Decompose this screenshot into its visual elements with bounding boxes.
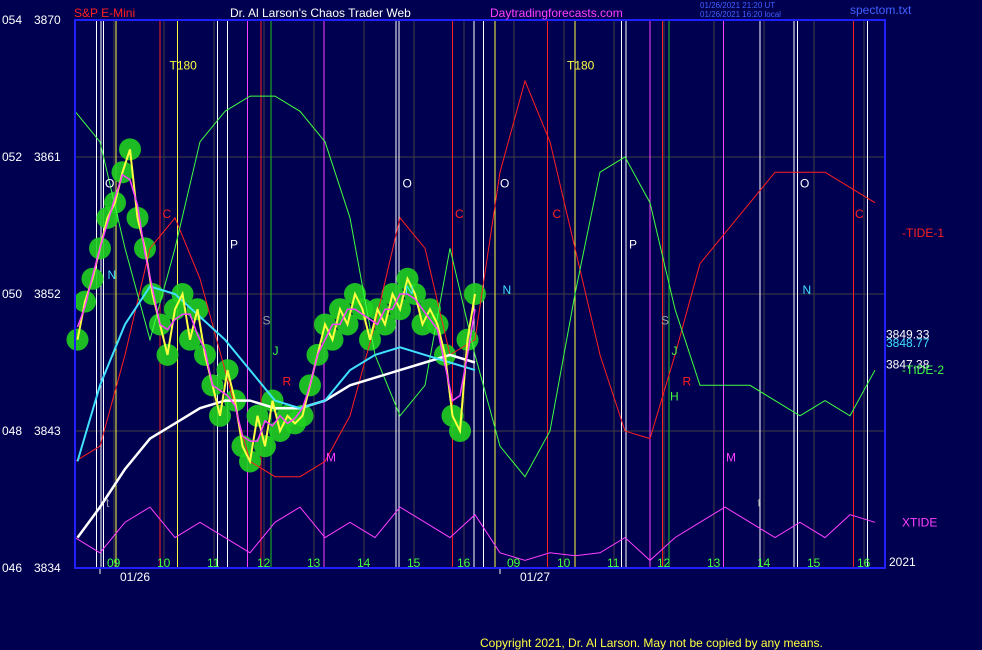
planet-marker: R <box>683 374 692 388</box>
y-tick-price: 3852 <box>34 287 61 301</box>
y-tick-price: 3870 <box>34 13 61 27</box>
planet-marker: J <box>672 344 678 358</box>
planet-marker: J <box>273 344 279 358</box>
timestamp-utc: 01/26/2021 21:20 UT <box>700 1 775 10</box>
series-label: -TIDE-2 <box>902 363 944 377</box>
y-tick-left: 046 <box>2 561 22 575</box>
plot-border <box>74 19 886 569</box>
y-tick-price: 3861 <box>34 150 61 164</box>
series-lines <box>74 79 876 562</box>
planet-marker: P <box>230 237 238 251</box>
x-tick-label: 12 <box>657 556 671 570</box>
x-tick-label: 13 <box>307 556 321 570</box>
t180-label: T180 <box>567 59 595 73</box>
planet-marker: O <box>105 176 114 190</box>
xtide-line <box>74 506 876 562</box>
planet-marker: O <box>800 176 809 190</box>
tide2-line <box>74 95 876 478</box>
site-link[interactable]: Daytradingforecasts.com <box>490 6 623 20</box>
tide1-line <box>74 79 876 478</box>
planet-marker: S <box>661 313 669 327</box>
series-label: XTIDE <box>902 515 937 529</box>
instrument-label: S&P E-Mini <box>74 6 135 20</box>
x-tick-label: 15 <box>407 556 421 570</box>
y-tick-left: 054 <box>2 13 22 27</box>
planet-marker: N <box>405 283 414 297</box>
x-tick-label: 16 <box>457 556 471 570</box>
vertical-markers <box>96 20 868 568</box>
fast-average-line <box>76 173 476 442</box>
timestamp-local: 01/26/2021 16:20 local <box>700 10 781 19</box>
y-tick-price: 3834 <box>34 561 61 575</box>
filename-label: spectom.txt <box>850 3 912 17</box>
date-label: 01/26 <box>120 570 150 584</box>
value-label: 3847.38 <box>886 357 930 371</box>
axes: 054 3870 052 3861 050 3852 048 3843 046 3834 09 10 1… <box>2 13 944 584</box>
x-tick-label: 11 <box>207 556 220 570</box>
x-tick-label: 14 <box>357 556 371 570</box>
year-label: 2021 <box>889 555 916 569</box>
ema-cyan-line <box>76 285 476 462</box>
y-tick-left: 050 <box>2 287 22 301</box>
planet-marker: O <box>403 176 412 190</box>
x-tick-label: 15 <box>807 556 821 570</box>
planet-marker: M <box>726 450 736 464</box>
planet-marker: S <box>263 313 271 327</box>
planet-marker: P <box>629 237 637 251</box>
x-tick-label: 09 <box>507 556 521 570</box>
y-tick-price: 3843 <box>34 424 61 438</box>
planet-marker: C <box>553 207 562 221</box>
planet-marker: C <box>855 207 864 221</box>
t180-label: T180 <box>170 59 198 73</box>
planet-marker: N <box>108 268 117 282</box>
x-tick-label: 13 <box>707 556 721 570</box>
y-tick-left: 048 <box>2 424 22 438</box>
date-label: 01/27 <box>520 570 550 584</box>
page-title: Dr. Al Larson's Chaos Trader Web <box>230 6 411 20</box>
copyright: Copyright 2021, Dr. Al Larson. May not b… <box>480 636 823 650</box>
planet-marker: H <box>670 390 679 404</box>
y-tick-left: 052 <box>2 150 22 164</box>
planet-marker: C <box>163 207 172 221</box>
x-tick-label: 09 <box>107 556 121 570</box>
series-label: -TIDE-1 <box>902 226 944 240</box>
time-marker: t <box>758 496 762 510</box>
x-tick-label: 12 <box>257 556 271 570</box>
x-tick-label: 11 <box>607 556 620 570</box>
time-marker: t <box>106 496 110 510</box>
planet-marker: C <box>455 207 464 221</box>
planet-marker: N <box>503 283 512 297</box>
value-label: 3848.77 <box>886 336 930 350</box>
planet-marker: R <box>283 374 292 388</box>
planet-marker: O <box>500 176 509 190</box>
x-tick-label: 10 <box>157 556 171 570</box>
x-tick-label: 14 <box>757 556 771 570</box>
x-tick-label: 10 <box>557 556 571 570</box>
x-tick-label: 16 <box>857 556 871 570</box>
planet-marker: N <box>803 283 812 297</box>
value-label: 3849.33 <box>886 328 930 342</box>
planet-marker: M <box>326 450 336 464</box>
